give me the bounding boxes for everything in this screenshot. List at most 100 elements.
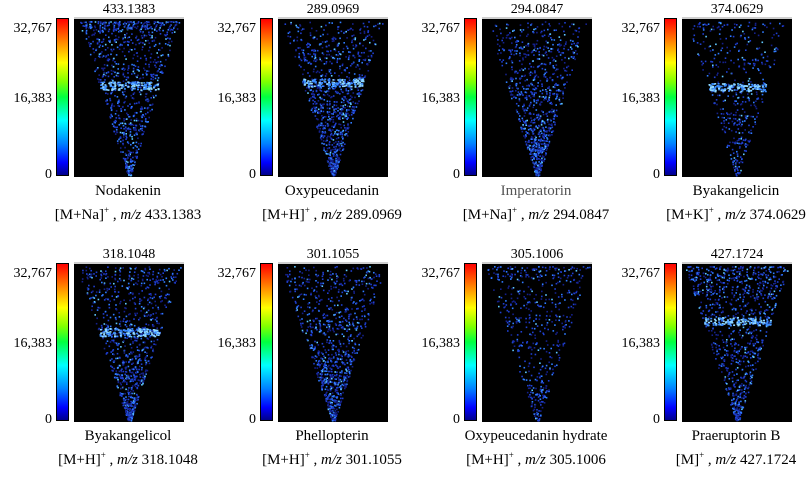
image-mz-title: 294.0847 xyxy=(482,3,592,17)
image-mz-title: 433.1383 xyxy=(74,3,184,17)
ion-distribution-map xyxy=(74,264,184,422)
ion-annotation: [M+Na]+ , m/z 294.0847 xyxy=(426,201,646,225)
image-mz-title: 427.1724 xyxy=(682,248,792,262)
ion-image xyxy=(682,17,792,177)
ion-annotation: [M+K]+ , m/z 374.0629 xyxy=(626,201,812,225)
panel-caption: Phellopterin[M+H]+ , m/z 301.1055 xyxy=(222,427,442,470)
panel-caption: Byakangelicol[M+H]+ , m/z 318.1048 xyxy=(18,427,238,470)
image-mz-title: 318.1048 xyxy=(74,248,184,262)
colorbar-max-label: 32,767 xyxy=(212,267,256,281)
colorbar xyxy=(260,263,273,421)
colorbar-min-label: 0 xyxy=(416,168,460,182)
colorbar-min-label: 0 xyxy=(616,413,660,427)
ion-image xyxy=(74,17,184,177)
ion-image xyxy=(278,262,388,422)
ion-annotation: [M+H]+ , m/z 318.1048 xyxy=(18,446,238,470)
compound-name: Byakangelicol xyxy=(18,427,238,446)
colorbar-min-label: 0 xyxy=(212,168,256,182)
ion-distribution-map xyxy=(74,19,184,177)
colorbar-mid-label: 16,383 xyxy=(616,92,660,106)
colorbar-min-label: 0 xyxy=(616,168,660,182)
adduct-label: [M+H] xyxy=(262,207,305,223)
colorbar xyxy=(464,263,477,421)
colorbar-mid-label: 16,383 xyxy=(212,337,256,351)
charge-label: + xyxy=(101,450,106,460)
colorbar-min-label: 0 xyxy=(212,413,256,427)
ion-distribution-map xyxy=(682,264,792,422)
colorbar-mid-label: 16,383 xyxy=(416,337,460,351)
mz-prefix: m/z xyxy=(525,452,546,468)
colorbar xyxy=(664,263,677,421)
adduct-label: [M+K] xyxy=(666,207,709,223)
ion-distribution-map xyxy=(278,264,388,422)
compound-name: Praeruptorin B xyxy=(626,427,812,446)
colorbar-max-label: 32,767 xyxy=(212,22,256,36)
panel-caption: Oxypeucedanin hydrate[M+H]+ , m/z 305.10… xyxy=(426,427,646,470)
compound-name: Nodakenin xyxy=(18,182,238,201)
mz-value: 289.0969 xyxy=(346,207,402,223)
colorbar xyxy=(56,263,69,421)
panel-caption: Praeruptorin B[M]+ , m/z 427.1724 xyxy=(626,427,812,470)
mz-prefix: m/z xyxy=(321,207,342,223)
ion-distribution-map xyxy=(482,264,592,422)
charge-label: + xyxy=(104,205,109,215)
panel-caption: Byakangelicin[M+K]+ , m/z 374.0629 xyxy=(626,182,812,225)
colorbar-max-label: 32,767 xyxy=(616,267,660,281)
charge-label: + xyxy=(509,450,514,460)
adduct-label: [M+Na] xyxy=(463,207,512,223)
colorbar-mid-label: 16,383 xyxy=(212,92,256,106)
mz-prefix: m/z xyxy=(725,207,746,223)
colorbar-mid-label: 16,383 xyxy=(8,337,52,351)
adduct-label: [M+Na] xyxy=(55,207,104,223)
mz-value: 301.1055 xyxy=(346,452,402,468)
mz-value: 305.1006 xyxy=(550,452,606,468)
colorbar-max-label: 32,767 xyxy=(416,267,460,281)
mz-prefix: m/z xyxy=(117,452,138,468)
panel-caption: Nodakenin[M+Na]+ , m/z 433.1383 xyxy=(18,182,238,225)
mz-prefix: m/z xyxy=(528,207,549,223)
colorbar xyxy=(664,18,677,176)
colorbar-max-label: 32,767 xyxy=(416,22,460,36)
colorbar-max-label: 32,767 xyxy=(616,22,660,36)
ion-distribution-map xyxy=(482,19,592,177)
adduct-label: [M+H] xyxy=(466,452,509,468)
adduct-label: [M+H] xyxy=(58,452,101,468)
compound-name: Oxypeucedanin hydrate xyxy=(426,427,646,446)
compound-name: Byakangelicin xyxy=(626,182,812,201)
adduct-label: [M+H] xyxy=(262,452,305,468)
colorbar-mid-label: 16,383 xyxy=(416,92,460,106)
ion-image xyxy=(278,17,388,177)
ion-image xyxy=(682,262,792,422)
mz-prefix: m/z xyxy=(321,452,342,468)
colorbar-min-label: 0 xyxy=(8,168,52,182)
ion-image xyxy=(74,262,184,422)
image-mz-title: 305.1006 xyxy=(482,248,592,262)
image-mz-title: 289.0969 xyxy=(278,3,388,17)
ion-distribution-map xyxy=(278,19,388,177)
colorbar xyxy=(260,18,273,176)
charge-label: + xyxy=(305,450,310,460)
image-mz-title: 374.0629 xyxy=(682,3,792,17)
ion-annotation: [M+H]+ , m/z 301.1055 xyxy=(222,446,442,470)
ion-annotation: [M]+ , m/z 427.1724 xyxy=(626,446,812,470)
colorbar-min-label: 0 xyxy=(8,413,52,427)
colorbar xyxy=(56,18,69,176)
ion-annotation: [M+H]+ , m/z 305.1006 xyxy=(426,446,646,470)
mz-value: 427.1724 xyxy=(740,452,796,468)
charge-label: + xyxy=(709,205,714,215)
mz-value: 294.0847 xyxy=(553,207,609,223)
mz-value: 433.1383 xyxy=(145,207,201,223)
colorbar xyxy=(464,18,477,176)
ion-annotation: [M+Na]+ , m/z 433.1383 xyxy=(18,201,238,225)
panel-caption: Oxypeucedanin[M+H]+ , m/z 289.0969 xyxy=(222,182,442,225)
colorbar-min-label: 0 xyxy=(416,413,460,427)
image-mz-title: 301.1055 xyxy=(278,248,388,262)
ion-image xyxy=(482,17,592,177)
charge-label: + xyxy=(699,450,704,460)
